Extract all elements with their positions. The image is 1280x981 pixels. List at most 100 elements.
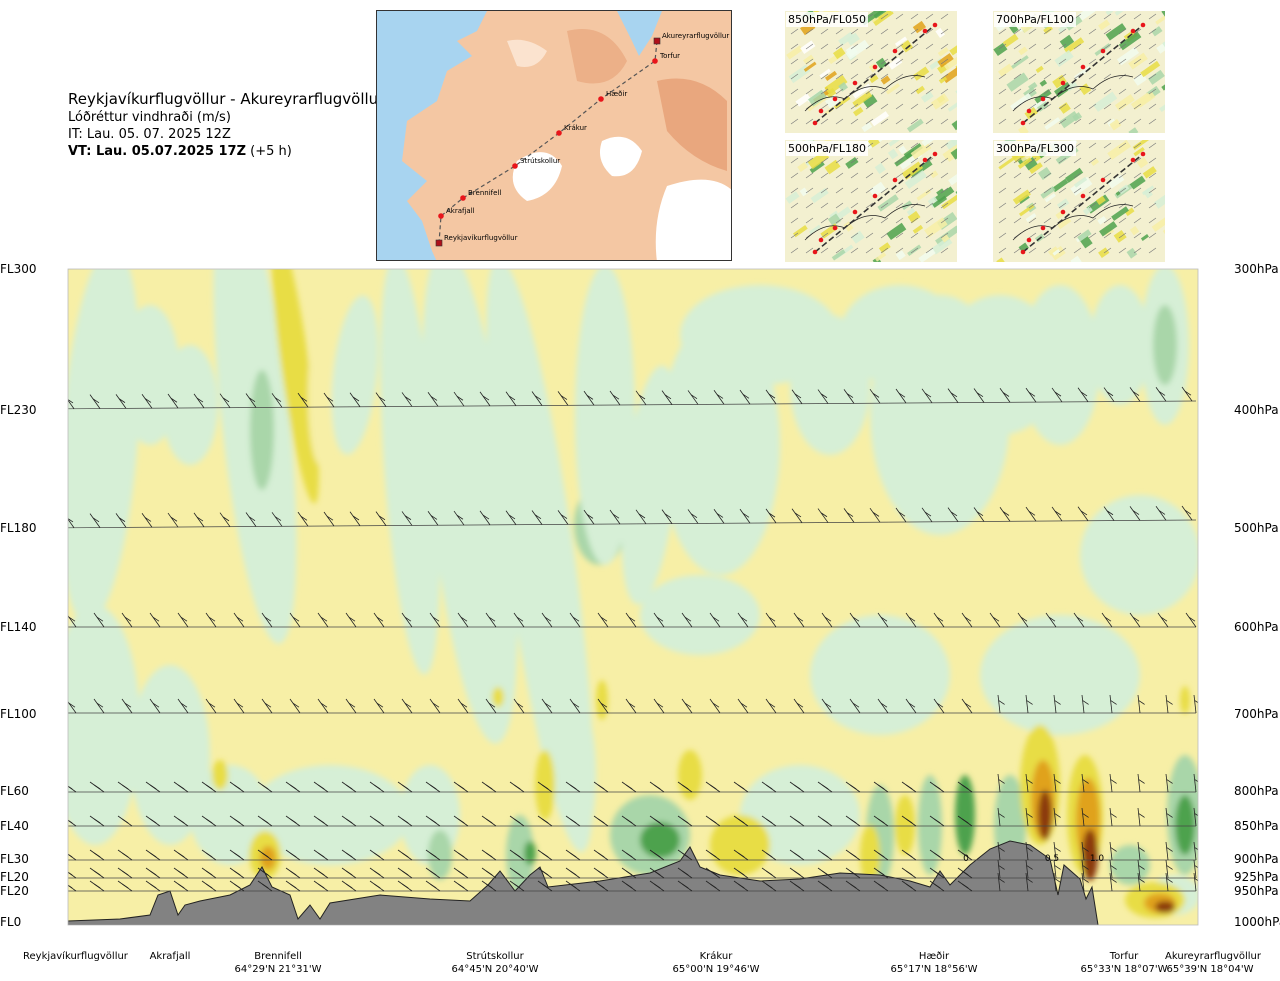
field-contour-weak-down bbox=[1080, 495, 1198, 615]
wind-barb bbox=[349, 511, 361, 527]
wind-barb bbox=[121, 612, 133, 628]
mini-map-500: 500hPa/FL180 bbox=[785, 140, 957, 262]
mini-map-barb bbox=[925, 88, 934, 95]
mini-map-barb bbox=[1073, 202, 1082, 209]
mini-map-barb bbox=[880, 142, 889, 149]
wind-barb-feather bbox=[93, 870, 101, 876]
mini-map-barb bbox=[1118, 73, 1127, 80]
wind-barb-feather bbox=[998, 865, 1005, 870]
mini-map-cell bbox=[993, 42, 1008, 57]
wind-barb-feather bbox=[1106, 391, 1114, 397]
wind-barb bbox=[350, 255, 360, 267]
wind-barb bbox=[1129, 612, 1141, 628]
mini-map-barb bbox=[1118, 43, 1127, 50]
wind-barb bbox=[505, 510, 517, 525]
mini-map-barb bbox=[895, 88, 904, 95]
wind-barb-feather bbox=[712, 702, 720, 708]
pressure-level-label: 900hPa bbox=[1234, 852, 1279, 866]
mini-map-cell bbox=[1136, 156, 1149, 169]
wind-barb bbox=[921, 388, 933, 404]
pressure-level-label: 300hPa bbox=[1234, 262, 1279, 276]
mini-map-barb bbox=[1133, 232, 1142, 239]
mini-map-barb bbox=[895, 217, 904, 224]
wind-barb-feather bbox=[432, 702, 440, 708]
mini-map-barb bbox=[850, 247, 859, 254]
wind-barb bbox=[584, 255, 594, 265]
mini-map-barb bbox=[835, 172, 844, 179]
mini-map-cell bbox=[1043, 25, 1053, 34]
wind-barb-feather bbox=[1132, 510, 1140, 515]
mini-map-barb bbox=[880, 103, 889, 110]
wind-barb bbox=[1073, 612, 1085, 628]
mini-map-barb bbox=[880, 187, 889, 194]
mini-map-cell bbox=[1044, 193, 1056, 203]
wind-barb-feather bbox=[821, 818, 829, 824]
mini-map-cell bbox=[918, 248, 936, 262]
wind-barb-feather bbox=[485, 883, 493, 889]
mini-map-cell bbox=[878, 242, 891, 253]
mini-map-barb bbox=[1133, 13, 1142, 20]
mini-map-cell bbox=[951, 140, 957, 147]
wind-barb-feather bbox=[485, 818, 493, 824]
mini-map-barb bbox=[910, 157, 919, 164]
wind-barb bbox=[713, 390, 725, 405]
pressure-level-label: 1000hPa bbox=[1234, 915, 1280, 929]
wind-barb bbox=[1109, 694, 1113, 714]
map-waypoint-label: Brennifell bbox=[468, 189, 501, 197]
wind-barb-feather bbox=[1166, 779, 1173, 784]
wind-barb-feather bbox=[1055, 255, 1061, 256]
wind-barb bbox=[34, 816, 48, 826]
wind-barb bbox=[93, 698, 105, 714]
mini-map-cell bbox=[949, 42, 957, 56]
waypoint-name: Brennifell bbox=[254, 951, 302, 962]
wind-barb-feather bbox=[196, 516, 204, 522]
wind-barb-feather bbox=[600, 702, 608, 708]
mini-map-barb bbox=[895, 103, 904, 110]
mini-map-barb bbox=[1133, 247, 1142, 254]
mini-map-barb bbox=[1043, 28, 1052, 35]
mini-map-barb bbox=[850, 202, 859, 209]
wind-barb-feather bbox=[378, 515, 386, 521]
wind-barb-feather bbox=[684, 616, 692, 622]
wind-barb-feather bbox=[41, 617, 47, 621]
mini-map-barb bbox=[1088, 43, 1097, 50]
mini-map-barb bbox=[1148, 157, 1157, 164]
mini-map-cell bbox=[996, 257, 1007, 262]
wind-barb-feather bbox=[1054, 847, 1061, 852]
mini-map-barb bbox=[1013, 247, 1022, 254]
mini-map-barb bbox=[895, 187, 904, 194]
mini-map-cell bbox=[1125, 207, 1135, 217]
mini-map-barb bbox=[1028, 217, 1037, 224]
mini-map-barb bbox=[1028, 157, 1037, 164]
mini-map-cell bbox=[1034, 89, 1052, 104]
wind-barb-feather bbox=[348, 616, 356, 622]
wind-barb-feather bbox=[572, 702, 580, 708]
mini-map-barb bbox=[910, 187, 919, 194]
map-waypoint-marker bbox=[438, 213, 444, 219]
mini-map-barb bbox=[835, 28, 844, 35]
field-contour-down bbox=[428, 830, 452, 880]
mini-map-cell bbox=[910, 141, 932, 160]
mini-map-barb bbox=[910, 217, 919, 224]
mini-map-cell bbox=[1057, 198, 1070, 210]
mini-map-cell bbox=[1040, 186, 1056, 199]
field-contour-strong-down bbox=[955, 775, 975, 855]
mini-map-route bbox=[1022, 153, 1144, 253]
wind-barb-feather bbox=[998, 779, 1005, 784]
wind-barb bbox=[1155, 505, 1167, 521]
wind-barb bbox=[625, 612, 637, 628]
wind-barb-feather bbox=[152, 702, 160, 708]
mini-map-barb bbox=[1013, 187, 1022, 194]
wind-barb-feather bbox=[345, 883, 353, 889]
wind-barb-feather bbox=[41, 399, 47, 403]
mini-map-barb bbox=[1043, 157, 1052, 164]
mini-map-barb bbox=[998, 232, 1007, 239]
wind-barb-feather bbox=[544, 702, 552, 708]
pressure-level-label: 600hPa bbox=[1234, 620, 1279, 634]
mini-map-barb bbox=[1133, 43, 1142, 50]
pressure-level-label: 925hPa bbox=[1234, 870, 1279, 884]
mini-map-barb bbox=[1043, 187, 1052, 194]
mini-map-barb bbox=[805, 157, 814, 164]
wind-barb-feather bbox=[430, 515, 438, 520]
wind-barb-feather bbox=[852, 616, 860, 622]
